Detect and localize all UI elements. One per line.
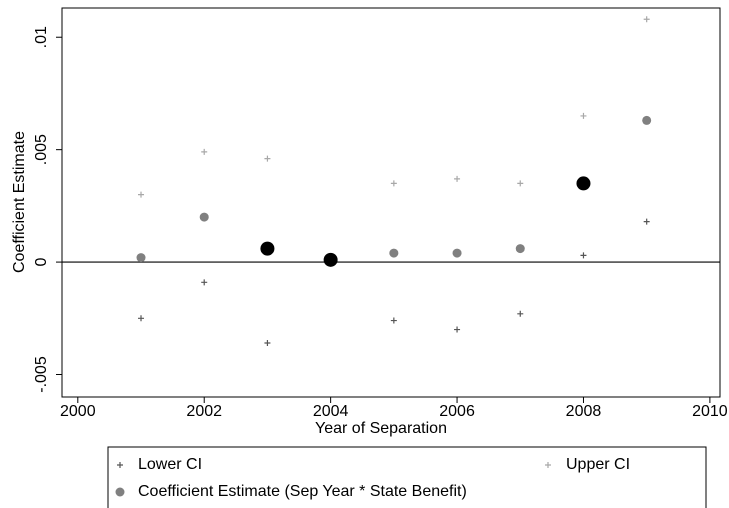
ci-marker — [580, 112, 587, 119]
ci-marker — [264, 340, 271, 347]
legend-symbol — [115, 487, 125, 497]
ci-marker — [643, 16, 650, 23]
ci-marker — [454, 326, 461, 333]
ci-marker — [138, 315, 145, 322]
estimate-marker — [136, 253, 146, 263]
ci-marker — [390, 317, 397, 324]
ci-marker — [643, 218, 650, 225]
ci-marker — [201, 279, 208, 286]
y-tick-label: .01 — [33, 26, 50, 48]
estimate-marker — [515, 244, 525, 254]
legend-label: Lower CI — [138, 456, 202, 473]
y-axis-label: Coefficient Estimate — [11, 131, 28, 273]
legend-symbol — [545, 462, 551, 468]
plot-area — [61, 7, 721, 398]
y-tick-label: .005 — [33, 134, 50, 165]
legend-symbol — [117, 462, 123, 468]
x-tick-label: 2008 — [566, 403, 602, 420]
legend-label: Upper CI — [566, 456, 630, 473]
x-tick-label: 2004 — [313, 403, 349, 420]
x-tick-label: 2000 — [60, 403, 96, 420]
x-tick-label: 2010 — [692, 403, 728, 420]
x-axis-label: Year of Separation — [315, 420, 447, 437]
x-tick-label: 2006 — [439, 403, 475, 420]
y-tick-label: -.005 — [33, 356, 50, 393]
ci-marker — [580, 252, 587, 259]
highlighted-estimate — [576, 176, 591, 191]
y-tick-label: 0 — [33, 258, 50, 267]
estimate-marker — [452, 248, 462, 258]
highlighted-estimate — [260, 241, 275, 256]
ci-marker — [138, 191, 145, 198]
ci-marker — [517, 180, 524, 187]
ci-marker — [517, 310, 524, 317]
legend-label: Coefficient Estimate (Sep Year * State B… — [138, 483, 467, 500]
estimate-marker — [389, 248, 399, 258]
ci-marker — [390, 180, 397, 187]
ci-marker — [201, 148, 208, 155]
legend — [107, 446, 707, 508]
ci-marker — [264, 155, 271, 162]
x-tick-label: 2002 — [186, 403, 222, 420]
ci-marker — [454, 175, 461, 182]
estimate-marker — [642, 115, 652, 125]
highlighted-estimate — [323, 252, 338, 267]
estimate-marker — [199, 212, 209, 222]
